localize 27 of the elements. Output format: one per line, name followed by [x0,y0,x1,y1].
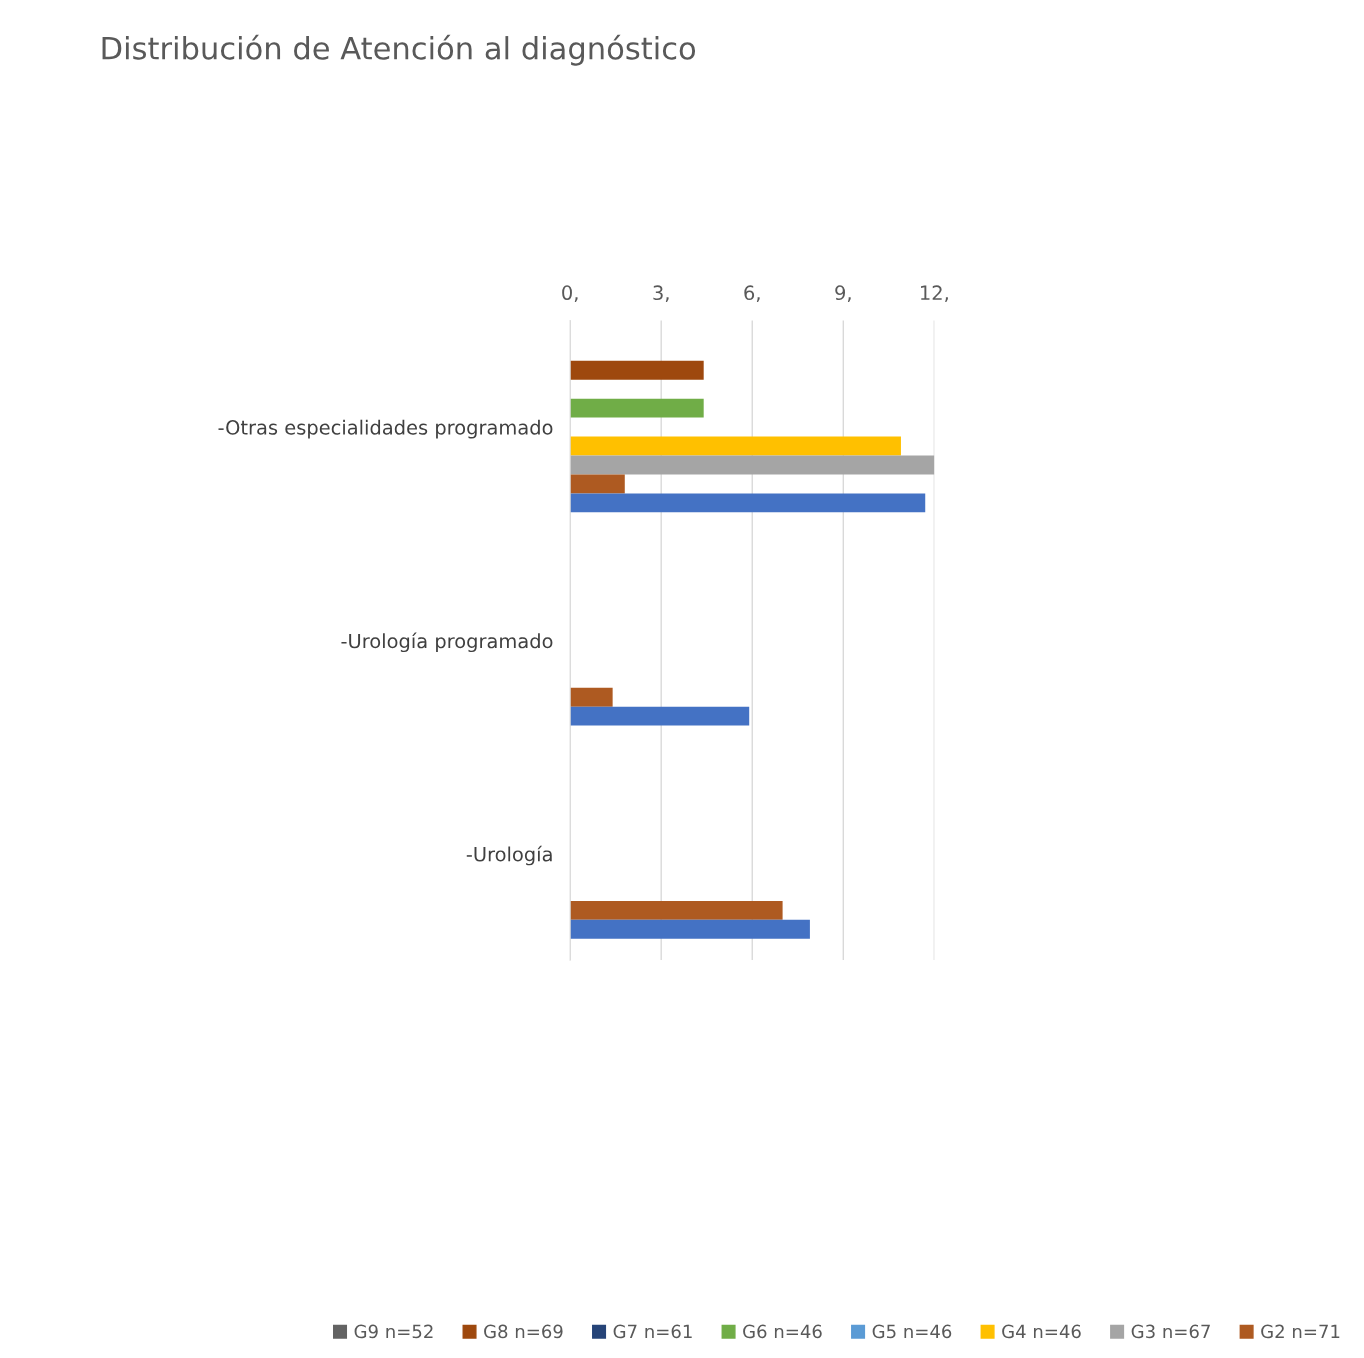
bar [570,436,901,456]
bar [570,360,704,380]
x-tick-label: 12, [921,285,948,303]
x-tick-label: 9, [835,285,851,303]
bar [570,687,613,707]
x-tick-label: 3, [653,285,669,303]
x-tick-label: 6, [744,285,760,303]
y-tick-label: -Urología [466,845,552,866]
legend-label: G2 n=71 [1261,1324,1340,1339]
bar [570,474,625,494]
bar [570,455,935,475]
chart-title: Distribución de Atención al diagnóstico [102,34,696,66]
bar [570,919,810,939]
bar [570,900,783,920]
bar [570,706,750,726]
legend-label: G8 n=69 [484,1324,563,1339]
legend-label: G3 n=67 [1131,1324,1210,1339]
legend-label: G9 n=52 [354,1324,433,1339]
bar [570,493,926,513]
y-tick-label: -Urología programado [341,632,553,653]
bar [570,398,704,418]
legend-label: G4 n=46 [1002,1324,1081,1339]
x-tick-label: 0, [562,285,578,303]
legend-label: G5 n=46 [872,1324,952,1339]
legend-label: G7 n=61 [613,1324,692,1339]
y-tick-label: -Otras especialidades programado [218,419,553,439]
legend-label: G6 n=46 [743,1324,822,1339]
